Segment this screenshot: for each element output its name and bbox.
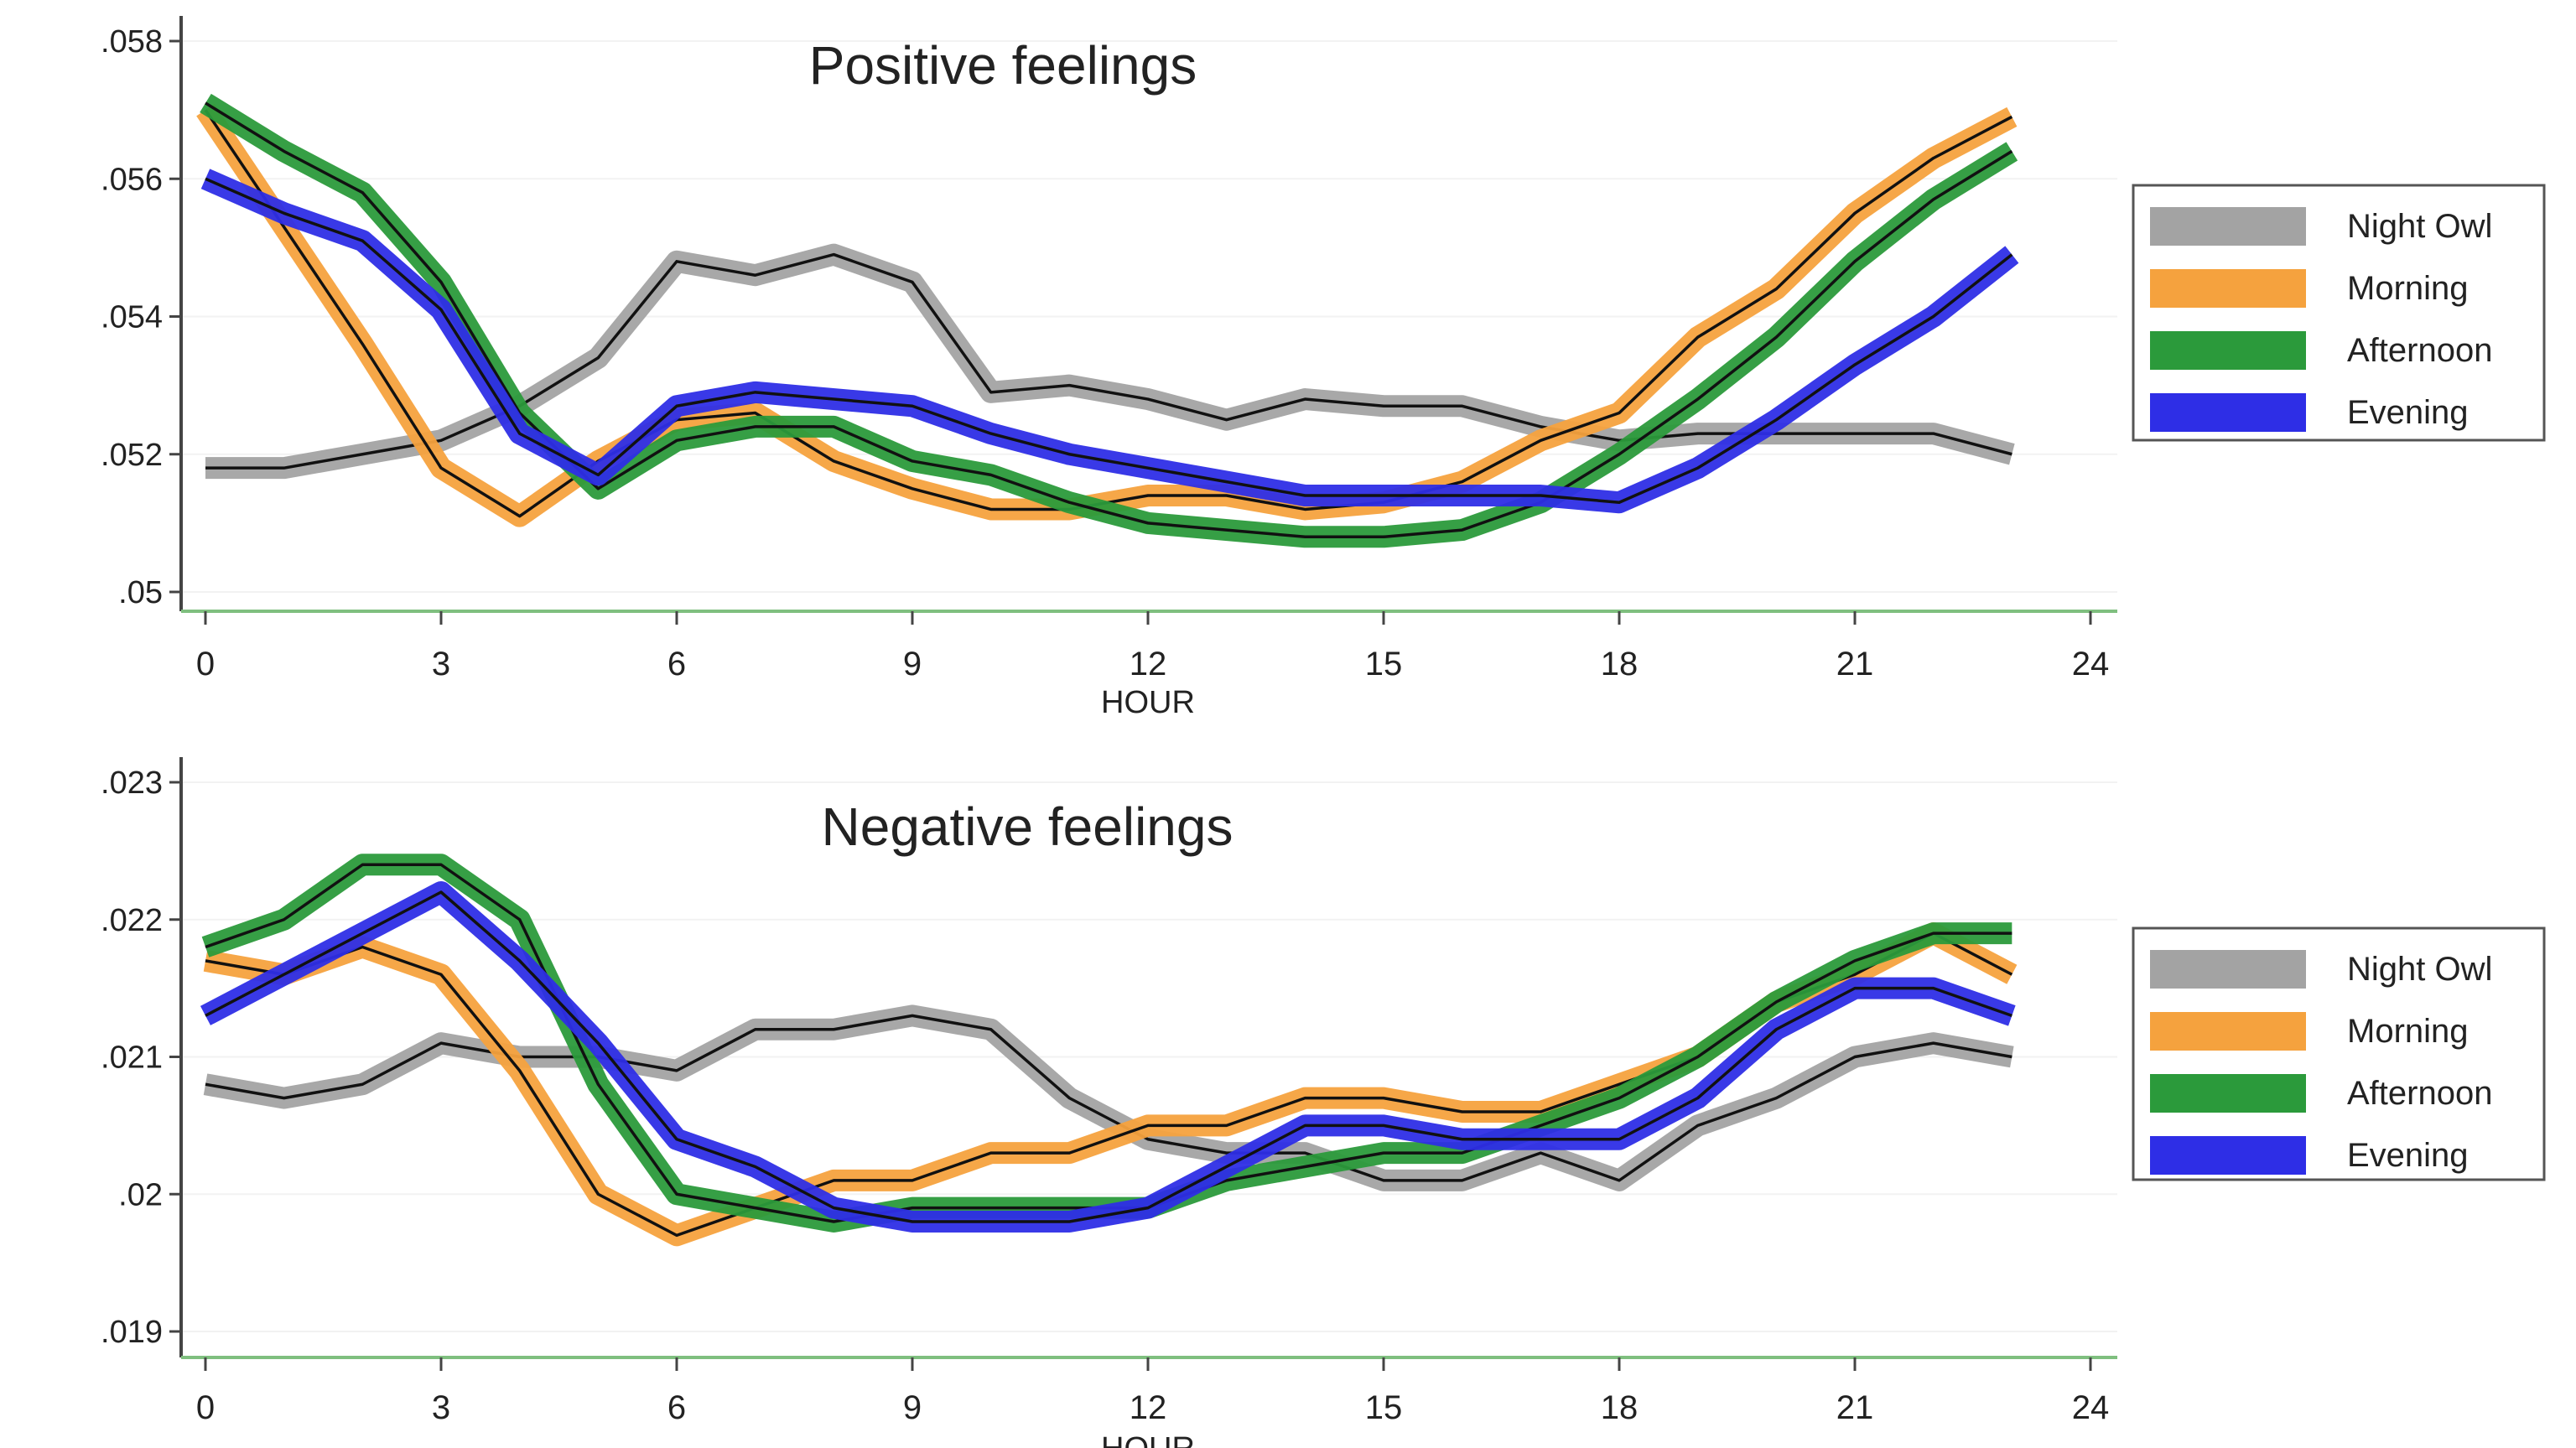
x-tick-label: 6 xyxy=(667,646,686,682)
legend-swatch xyxy=(2150,1136,2306,1175)
legend-swatch xyxy=(2150,1074,2306,1113)
y-tick-label: .056 xyxy=(101,162,163,197)
x-tick-label: 0 xyxy=(196,1389,215,1426)
x-tick-label: 3 xyxy=(432,646,450,682)
legend-label: Morning xyxy=(2347,270,2469,307)
legend: Night Owl Morning Afternoon Evening xyxy=(2132,184,2546,442)
series-line xyxy=(205,101,2013,539)
series-evening xyxy=(200,881,2016,1233)
x-tick-label: 9 xyxy=(903,1389,922,1426)
x-tick-label: 6 xyxy=(667,1389,686,1426)
legend-swatch xyxy=(2150,1012,2306,1051)
confidence-band xyxy=(203,922,2018,1247)
x-tick-label: 21 xyxy=(1836,646,1874,682)
legend-swatch xyxy=(2150,950,2306,989)
y-tick-label: .02 xyxy=(118,1177,163,1212)
series-afternoon xyxy=(200,93,2018,548)
x-tick-label: 15 xyxy=(1365,646,1403,682)
legend-label: Afternoon xyxy=(2347,332,2492,369)
x-tick-label: 12 xyxy=(1130,1389,1167,1426)
x-tick-label: 15 xyxy=(1365,1389,1403,1426)
legend-swatch xyxy=(2150,331,2306,370)
y-tick-label: .022 xyxy=(101,903,163,938)
y-tick-label: .021 xyxy=(101,1041,163,1076)
x-axis-label: HOUR xyxy=(1101,685,1195,720)
x-tick-label: 0 xyxy=(196,646,215,682)
legend-label: Morning xyxy=(2347,1013,2469,1050)
x-tick-label: 9 xyxy=(903,646,922,682)
legend-label: Evening xyxy=(2347,1137,2469,1174)
y-tick-label: .023 xyxy=(101,766,163,801)
chart-panel-2: .019 .02 .021 .022 .023 0 3 6 9 12 15 18 21 24 HOUR Neg… xyxy=(101,757,2546,1448)
legend-label: Afternoon xyxy=(2347,1075,2492,1112)
x-tick-label: 18 xyxy=(1601,646,1639,682)
series-night-owl xyxy=(203,1004,2014,1191)
confidence-band xyxy=(203,1004,2014,1191)
legend-swatch xyxy=(2150,393,2306,432)
y-tick-label: .05 xyxy=(118,575,163,610)
x-tick-label: 3 xyxy=(432,1389,450,1426)
series-line xyxy=(205,177,2013,504)
series-evening xyxy=(200,169,2019,514)
legend-label: Evening xyxy=(2347,394,2469,431)
legend: Night Owl Morning Afternoon Evening xyxy=(2132,926,2546,1181)
x-tick-label: 18 xyxy=(1601,1389,1639,1426)
x-tick-label: 12 xyxy=(1130,646,1167,682)
y-tick-label: .052 xyxy=(101,438,163,473)
chart-panel-1: .05 .052 .054 .056 .058 0 3 6 9 12 15 18 21 24 HOUR Pos… xyxy=(101,16,2546,720)
x-axis-label: HOUR xyxy=(1101,1431,1195,1448)
series-line xyxy=(205,890,2012,1223)
y-tick-label: .058 xyxy=(101,24,163,60)
legend-swatch xyxy=(2150,269,2306,308)
legend-label: Night Owl xyxy=(2347,208,2492,245)
x-tick-label: 21 xyxy=(1836,1389,1874,1426)
legend-swatch xyxy=(2150,207,2306,246)
series-morning xyxy=(203,922,2018,1247)
chart-title: Positive feelings xyxy=(809,35,1197,96)
x-tick-label: 24 xyxy=(2072,646,2110,682)
series-line xyxy=(205,932,2013,1238)
legend-label: Night Owl xyxy=(2347,951,2492,988)
chart-title: Negative feelings xyxy=(822,797,1233,857)
x-tick-label: 24 xyxy=(2072,1389,2110,1426)
y-tick-label: .054 xyxy=(101,300,163,335)
y-tick-label: .019 xyxy=(101,1315,163,1350)
